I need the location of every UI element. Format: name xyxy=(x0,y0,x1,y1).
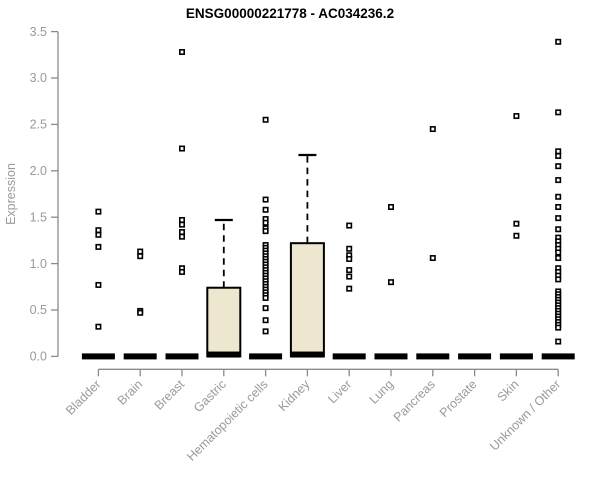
x-tick-label: Hematopoietic cells xyxy=(184,377,271,464)
outlier-point xyxy=(346,222,353,229)
x-tick-label: Liver xyxy=(325,377,354,406)
outlier-point xyxy=(262,305,269,312)
x-tick-label: Brain xyxy=(115,377,146,408)
y-tick-label: 0.0 xyxy=(30,350,47,364)
outlier-point xyxy=(262,294,269,301)
outlier-point xyxy=(555,215,562,222)
outlier-point xyxy=(137,309,144,316)
outlier-point xyxy=(555,226,562,233)
outlier-point xyxy=(555,338,562,345)
outlier-point xyxy=(346,267,353,274)
outlier-point xyxy=(513,220,520,227)
outlier-point xyxy=(429,255,436,262)
outlier-point xyxy=(555,163,562,170)
x-tick-label: Unknown / Other xyxy=(487,377,563,453)
y-tick-label: 3.5 xyxy=(30,25,47,39)
median-bar xyxy=(458,353,492,360)
outlier-point xyxy=(387,203,394,210)
y-tick-label: 1.0 xyxy=(30,257,47,271)
outlier-point xyxy=(555,276,562,283)
outlier-point xyxy=(137,253,144,260)
y-tick-label: 1.5 xyxy=(30,210,47,224)
x-tick-label: Gastric xyxy=(191,377,229,415)
box-gastric xyxy=(206,286,242,358)
median-bar xyxy=(332,353,366,360)
outlier-point xyxy=(555,148,562,155)
outlier-point xyxy=(95,323,102,330)
x-tick-label: Breast xyxy=(152,377,188,413)
outlier-point xyxy=(262,116,269,123)
outlier-point xyxy=(179,49,186,56)
y-tick-label: 0.5 xyxy=(30,303,47,317)
plot-area: 0.0 0.5 1.0 1.5 2.0 2.5 3.0 3.5 Bladder Brain Brea… xyxy=(30,25,575,464)
outlier-point xyxy=(137,248,144,255)
outlier-point xyxy=(555,38,562,45)
outlier-point xyxy=(555,255,562,262)
outlier-point xyxy=(262,317,269,324)
outlier-point xyxy=(346,285,353,292)
median-bar xyxy=(374,353,408,360)
chart-title: ENSG00000221778 - AC034236.2 xyxy=(186,6,394,21)
outlier-point xyxy=(555,193,562,200)
median-bar xyxy=(207,351,241,358)
outlier-point xyxy=(95,227,102,234)
x-tick-label: Pancreas xyxy=(391,377,438,424)
outlier-point xyxy=(262,328,269,335)
x-tick-label: Skin xyxy=(494,377,521,404)
y-tick-label: 2.0 xyxy=(30,164,47,178)
outlier-point xyxy=(95,281,102,288)
outlier-point xyxy=(387,279,394,286)
outlier-point xyxy=(555,177,562,184)
median-bar xyxy=(541,353,575,360)
outlier-point xyxy=(179,145,186,152)
outlier-point xyxy=(555,203,562,210)
outlier-point xyxy=(179,268,186,275)
median-bar xyxy=(416,353,450,360)
x-tick-label: Lung xyxy=(367,377,397,407)
median-bar xyxy=(249,353,283,360)
outlier-point xyxy=(262,219,269,226)
outlier-point xyxy=(346,255,353,262)
outlier-point xyxy=(179,216,186,223)
outlier-point xyxy=(555,249,562,256)
median-bar xyxy=(81,353,115,360)
outlier-point xyxy=(262,228,269,235)
median-bar xyxy=(290,351,324,358)
outlier-point xyxy=(179,221,186,228)
y-tick-label: 2.5 xyxy=(30,118,47,132)
x-tick-label: Prostate xyxy=(437,377,480,420)
median-bar xyxy=(123,353,157,360)
outlier-point xyxy=(555,109,562,116)
median-bar xyxy=(499,353,533,360)
outlier-point xyxy=(555,324,562,331)
outlier-point xyxy=(513,113,520,120)
outlier-point xyxy=(513,232,520,239)
y-tick-label: 3.0 xyxy=(30,71,47,85)
outlier-point xyxy=(262,196,269,203)
outlier-point xyxy=(346,245,353,252)
outlier-point xyxy=(179,229,186,236)
x-tick-label: Kidney xyxy=(276,377,313,414)
outlier-point xyxy=(262,206,269,213)
box-kidney xyxy=(289,242,325,358)
outlier-point xyxy=(95,208,102,215)
x-tick-label: Bladder xyxy=(63,377,103,417)
outlier-point xyxy=(95,243,102,250)
median-bar xyxy=(165,353,199,360)
outlier-point xyxy=(95,231,102,238)
outlier-point xyxy=(179,233,186,240)
y-axis-label: Expression xyxy=(4,163,18,225)
outlier-point xyxy=(429,126,436,133)
outlier-point xyxy=(346,273,353,280)
outlier-point xyxy=(555,152,562,159)
